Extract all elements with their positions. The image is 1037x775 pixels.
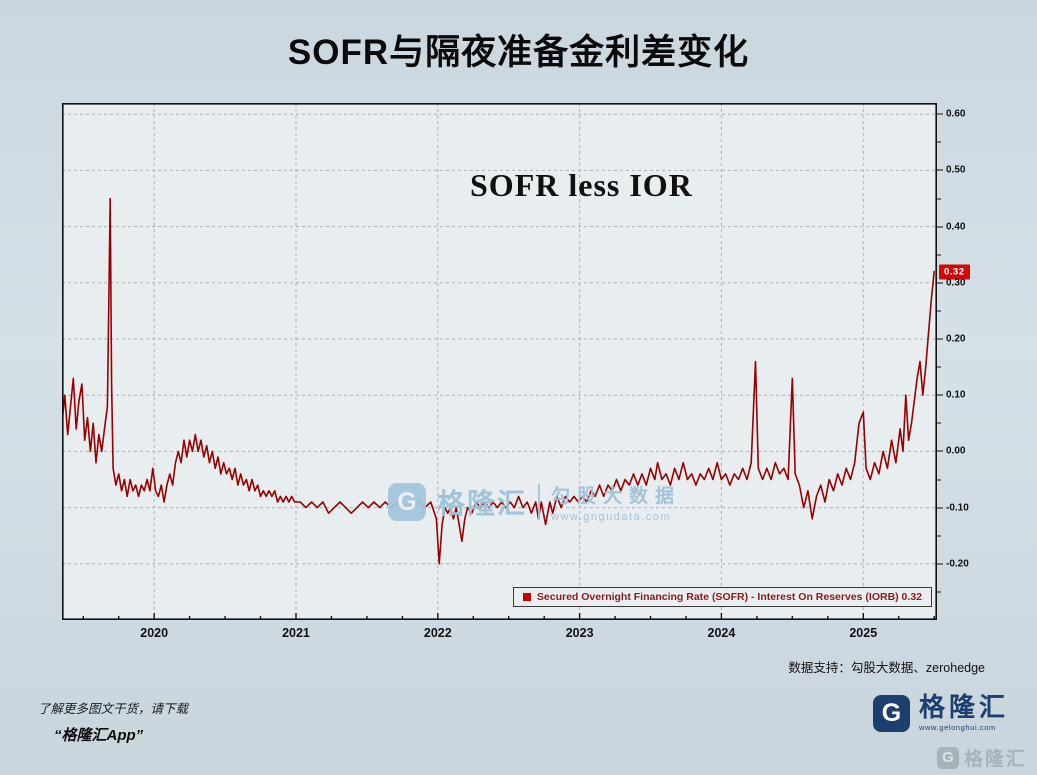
y-axis-tick-label: 0.30 bbox=[937, 277, 965, 288]
y-axis-minor-tick bbox=[937, 366, 944, 368]
promo-block: 了解更多图文干货，请下载 “格隆汇App” bbox=[38, 698, 188, 745]
gelonghui-faint-brand-name: 格隆汇 bbox=[963, 749, 1027, 770]
y-axis-minor-tick bbox=[937, 198, 944, 200]
y-axis-tick-label: -0.10 bbox=[937, 502, 969, 513]
legend-label: Secured Overnight Financing Rate (SOFR) … bbox=[536, 591, 922, 603]
x-axis-tick-label: 2020 bbox=[140, 626, 169, 640]
gelonghui-brand-url: www.gelonghui.com bbox=[918, 723, 996, 733]
y-axis-minor-tick bbox=[937, 479, 944, 480]
y-axis-tick-label: 0.60 bbox=[937, 109, 965, 120]
y-axis-tick-label: 0.50 bbox=[937, 165, 965, 176]
y-axis-tick-label: -0.20 bbox=[937, 558, 969, 569]
promo-line2: “格隆汇App” bbox=[54, 727, 144, 744]
legend-series-swatch-icon bbox=[522, 593, 531, 601]
y-axis-minor-tick bbox=[937, 591, 944, 593]
x-axis-tick-label: 2022 bbox=[423, 626, 452, 640]
gelonghui-brand-name: 格隆汇 bbox=[918, 692, 1009, 722]
current-value-tag: 0.32 bbox=[939, 264, 970, 280]
x-axis-tick-label: 2021 bbox=[282, 626, 310, 640]
y-axis-minor-tick bbox=[937, 141, 944, 143]
data-support-note: 数据支持：勾股大数据、zerohedge bbox=[788, 661, 985, 675]
gelonghui-faint-logo-icon: G bbox=[936, 746, 959, 769]
y-axis-tick-label: 0.20 bbox=[937, 334, 965, 345]
y-axis-tick-label: 0.10 bbox=[937, 390, 965, 401]
gelonghui-faint-watermark: G 格隆汇 bbox=[936, 744, 1027, 771]
x-axis-tick-label: 2025 bbox=[849, 626, 878, 640]
y-axis: 0.32 -0.20 -0.10 0.00 0.10 0.20 0.30 0.40 0.50 0… bbox=[937, 103, 1015, 620]
chart-annotation: SOFR less IOR bbox=[470, 167, 693, 203]
x-axis-tick-label: 2024 bbox=[707, 626, 736, 640]
page-title: SOFR与隔夜准备金利差变化 bbox=[287, 33, 750, 72]
y-axis-minor-tick bbox=[937, 310, 944, 312]
chart-panel: SOFR less IOR G 格隆汇 勾股大数据 www.gngudata.c… bbox=[62, 103, 937, 620]
chart-legend: Secured Overnight Financing Rate (SOFR) … bbox=[512, 587, 932, 607]
y-axis-tick-label: 0.40 bbox=[937, 221, 965, 232]
gelonghui-logo: G 格隆汇 www.gelonghui.com bbox=[872, 692, 1009, 733]
watermark-logo-icon: G bbox=[388, 483, 426, 521]
watermark-brand: 格隆汇 bbox=[437, 488, 528, 519]
promo-line1: 了解更多图文干货，请下载 bbox=[38, 702, 189, 716]
y-axis-minor-tick bbox=[937, 254, 944, 256]
watermark: G 格隆汇 勾股大数据 www.gngudata.com bbox=[388, 481, 681, 523]
x-axis: 2020 2021 2022 2023 2024 2025 bbox=[62, 626, 937, 646]
x-axis-tick-label: 2023 bbox=[565, 626, 594, 640]
gelonghui-logo-icon: G bbox=[872, 694, 910, 732]
y-axis-minor-tick bbox=[937, 422, 944, 424]
y-axis-minor-tick bbox=[937, 535, 944, 537]
watermark-url: www.gngudata.com bbox=[551, 511, 672, 523]
spread-line-chart bbox=[62, 103, 937, 620]
watermark-subtitle: 勾股大数据 bbox=[551, 486, 682, 507]
y-axis-tick-label: 0.00 bbox=[937, 446, 965, 457]
watermark-divider bbox=[538, 484, 541, 520]
